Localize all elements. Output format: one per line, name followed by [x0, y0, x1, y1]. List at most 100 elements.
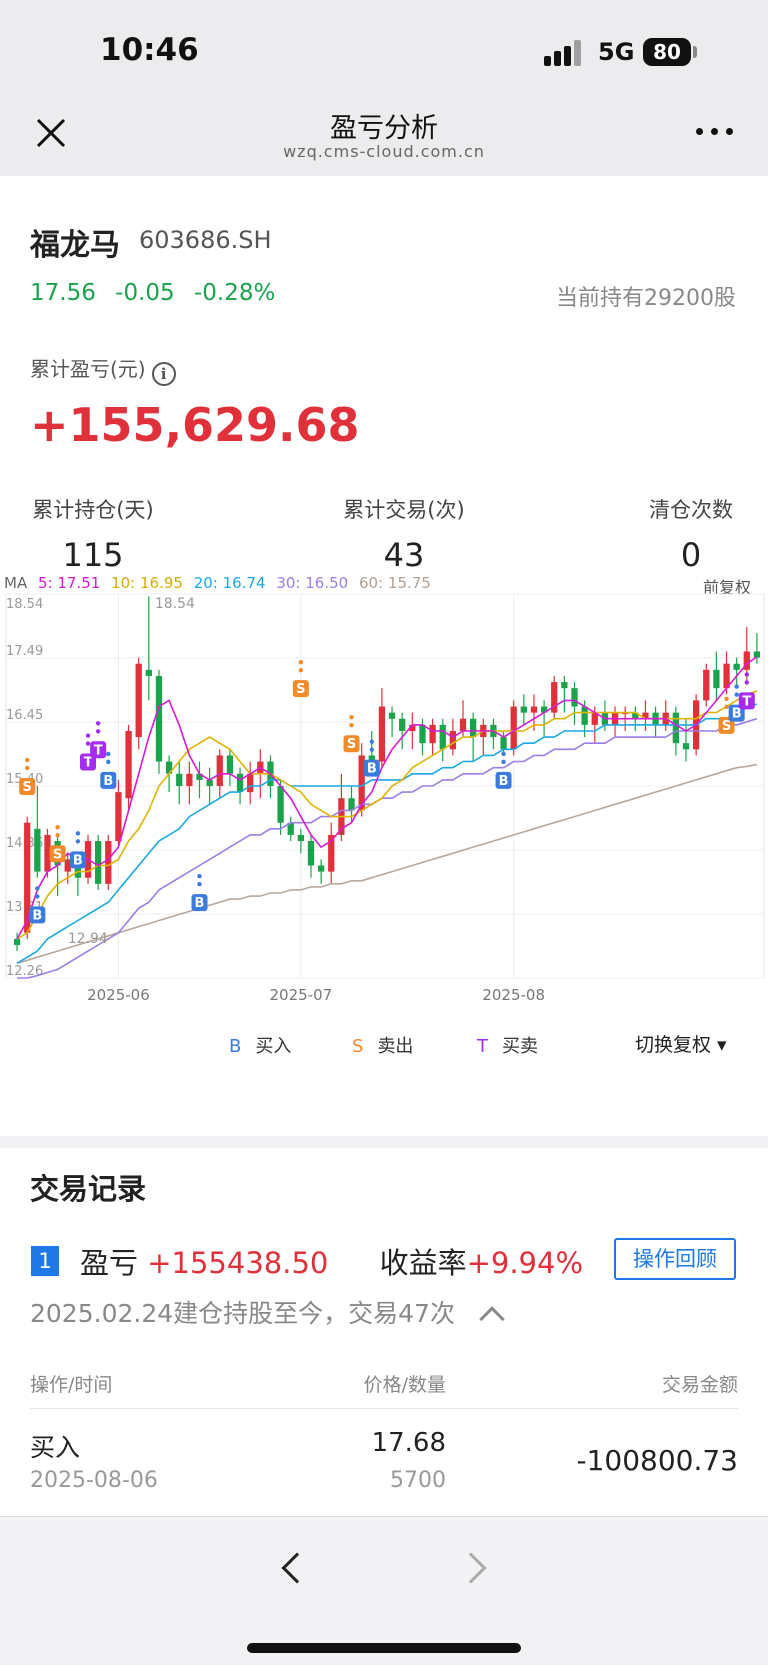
marker-b-label: B — [195, 896, 205, 911]
ma30-value: 30: 16.50 — [276, 574, 349, 592]
nav-bar: 盈亏分析 wzq.cms-cloud.com.cn — [0, 96, 768, 176]
stat-label: 累计交易(次) — [343, 498, 465, 522]
stock-change: -0.05 — [115, 280, 175, 306]
legend-sell: S 卖出 — [352, 1032, 413, 1058]
legend-buy: B 买入 — [229, 1032, 291, 1058]
marker-t-label: T — [742, 694, 751, 709]
candle-body — [165, 761, 173, 774]
candle-body — [733, 663, 740, 670]
ma20-line — [16, 703, 758, 964]
pnl-label: 盈亏 — [80, 1246, 139, 1280]
candle-body — [206, 779, 213, 786]
x-tick-label: 2025-06 — [87, 986, 150, 1004]
candle-body — [581, 706, 588, 725]
marker-dot — [95, 721, 101, 726]
marker-dot — [369, 747, 374, 752]
switch-adjust-dropdown[interactable]: 切换复权 ▾ — [635, 1034, 727, 1056]
legend-key: T — [477, 1036, 488, 1057]
candle-body — [317, 865, 325, 872]
min-price-label: 12.94 — [68, 931, 108, 947]
marker-dot — [106, 759, 111, 765]
ma60-value: 60: 15.75 — [359, 574, 431, 592]
candle-body — [753, 651, 761, 658]
close-icon[interactable] — [34, 116, 68, 150]
marker-b-label: B — [732, 707, 742, 722]
candle-body — [247, 773, 254, 793]
candle-body — [723, 663, 730, 689]
candle-body — [105, 841, 112, 884]
review-button[interactable]: 操作回顾 — [614, 1238, 736, 1280]
x-tick-label: 2025-07 — [270, 986, 333, 1004]
more-icon[interactable] — [696, 128, 736, 138]
ma5-line — [16, 656, 758, 940]
row-quantity: 5700 — [390, 1468, 446, 1493]
forward-icon[interactable] — [455, 1552, 487, 1584]
marker-t-label: T — [84, 756, 93, 771]
candle-body — [439, 724, 446, 750]
marker-s-label: S — [53, 847, 62, 862]
browser-toolbar — [0, 1516, 768, 1665]
back-icon[interactable] — [281, 1552, 313, 1584]
candle-body — [449, 730, 457, 750]
candle-body — [399, 718, 406, 731]
page-title: 盈亏分析 — [330, 113, 438, 144]
marker-b-badge — [100, 771, 117, 789]
legend-text: 卖出 — [377, 1036, 414, 1057]
candle-body — [703, 669, 710, 701]
candle-body — [34, 828, 41, 872]
candle-body — [530, 706, 538, 713]
candle-body — [672, 712, 679, 744]
marker-dot — [744, 680, 749, 685]
candle-body — [409, 724, 416, 731]
position-since[interactable]: 2025.02.24建仓持股至今，交易47次 — [30, 1294, 505, 1332]
status-bar: 10:46 5G 80 — [0, 0, 768, 96]
y-tick-label: 16.45 — [6, 708, 43, 723]
candle-body — [540, 706, 548, 713]
candle-body — [743, 651, 750, 670]
info-icon[interactable]: i — [151, 362, 176, 386]
col-header-amount: 交易金额 — [661, 1374, 738, 1396]
marker-b-badge — [495, 771, 512, 789]
candle-body — [135, 663, 142, 738]
chevron-up-icon[interactable] — [479, 1306, 505, 1332]
marker-dot — [369, 739, 374, 744]
marker-dot — [25, 765, 30, 771]
candle-body — [388, 712, 396, 719]
marker-dot — [75, 831, 81, 836]
candle-body — [368, 755, 375, 762]
marker-b-label: B — [367, 762, 377, 777]
candle-body — [429, 724, 436, 744]
candle-body — [348, 798, 355, 811]
candle-body — [571, 688, 578, 707]
stat-clear-count: 清仓次数 0 — [636, 494, 746, 574]
stat-value: 43 — [383, 536, 425, 574]
analysis-card: 福龙马 603686.SH 17.56 -0.05 -0.28% 当前持有292… — [0, 176, 768, 1136]
pnl-label: 累计盈亏(元) i — [30, 353, 176, 386]
legend-text: 买卖 — [502, 1036, 538, 1057]
candle-body — [470, 718, 477, 738]
candle-body — [176, 773, 183, 786]
marker-dot — [55, 825, 60, 830]
y-tick-label: 18.54 — [6, 597, 43, 612]
kline-chart[interactable]: 18.5417.4916.4515.4014.3613.3112.262025-… — [0, 588, 768, 1008]
marker-dot — [349, 722, 354, 728]
ma20-value: 20: 16.74 — [193, 574, 266, 592]
network-type: 5G — [598, 38, 635, 66]
adjust-mode[interactable]: 前复权 — [703, 578, 752, 597]
candle-body — [145, 669, 152, 676]
marker-b-badge — [29, 906, 46, 924]
candle-body — [24, 822, 31, 933]
col-header-price: 价格/数量 — [363, 1374, 446, 1396]
y-tick-label: 17.49 — [6, 644, 43, 659]
candle-body — [419, 724, 426, 744]
candle-body — [682, 743, 690, 750]
stat-value: 115 — [62, 536, 124, 574]
marker-t-badge — [738, 692, 755, 710]
legend-text: 买入 — [255, 1036, 292, 1057]
candle-body — [64, 859, 71, 872]
candle-body — [358, 755, 365, 811]
marker-dot — [197, 873, 202, 879]
marker-dot — [85, 733, 91, 738]
marker-dot — [349, 714, 354, 720]
records-title: 交易记录 — [30, 1172, 147, 1206]
